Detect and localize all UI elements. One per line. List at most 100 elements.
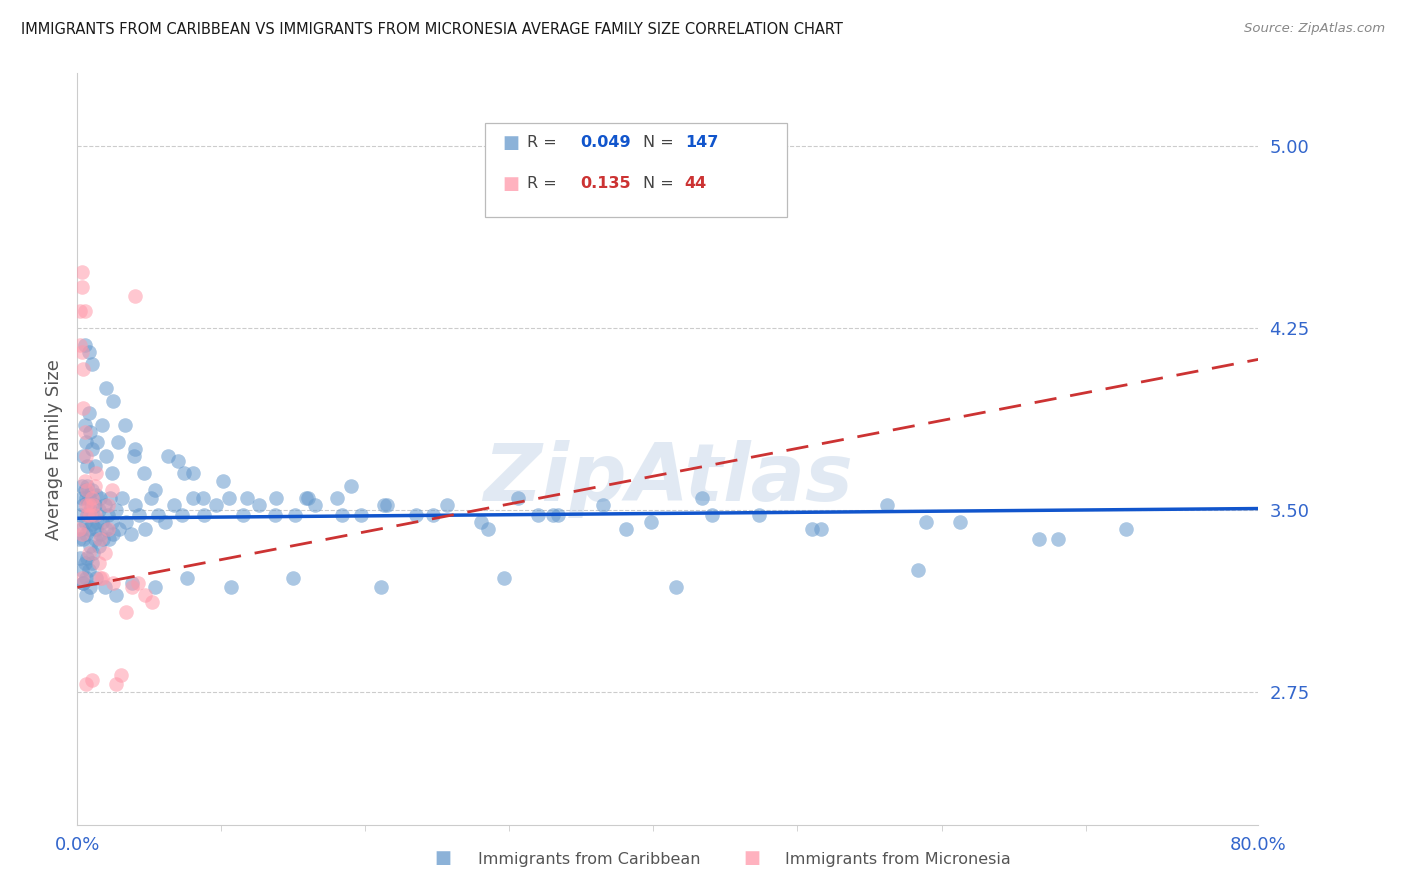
Point	[82, 546, 104, 560]
Point	[103, 393, 125, 408]
Point	[221, 581, 243, 595]
Point	[264, 491, 287, 505]
Point	[83, 459, 105, 474]
Point	[73, 515, 96, 529]
Text: 44: 44	[685, 177, 707, 191]
Point	[181, 491, 204, 505]
Point	[69, 338, 91, 352]
Point	[70, 563, 93, 577]
Point	[107, 434, 129, 449]
Point	[97, 522, 120, 536]
Point	[370, 581, 392, 595]
Point	[76, 508, 98, 522]
Point	[73, 556, 96, 570]
Point	[211, 474, 233, 488]
Point	[72, 450, 94, 464]
Point	[70, 571, 93, 585]
Point	[122, 450, 145, 464]
Point	[101, 483, 124, 498]
Point	[101, 467, 124, 481]
Point	[89, 527, 111, 541]
Point	[75, 498, 97, 512]
Point	[907, 563, 929, 577]
Point	[127, 575, 149, 590]
Point	[94, 450, 117, 464]
Text: ■: ■	[502, 175, 519, 193]
Point	[141, 595, 163, 609]
Point	[77, 491, 100, 505]
Point	[84, 488, 107, 502]
Point	[263, 508, 285, 522]
Point	[93, 546, 115, 560]
Point	[172, 508, 194, 522]
Text: N =: N =	[643, 136, 673, 150]
Point	[128, 508, 150, 522]
Point	[89, 491, 111, 505]
Point	[79, 502, 101, 516]
Point	[87, 502, 110, 516]
Point	[97, 508, 120, 522]
Point	[640, 515, 662, 529]
Point	[143, 581, 166, 595]
Point	[83, 498, 105, 512]
Point	[93, 581, 115, 595]
Point	[77, 498, 100, 512]
Point	[80, 442, 103, 456]
Point	[70, 478, 93, 492]
Point	[73, 483, 96, 498]
Point	[77, 406, 100, 420]
Point	[105, 588, 128, 602]
Text: N =: N =	[643, 177, 673, 191]
Point	[93, 498, 115, 512]
Point	[75, 527, 97, 541]
Point	[76, 508, 98, 522]
Point	[69, 508, 91, 522]
Text: Source: ZipAtlas.com: Source: ZipAtlas.com	[1244, 22, 1385, 36]
Point	[70, 527, 93, 541]
Point	[810, 522, 832, 536]
Text: R =: R =	[527, 136, 557, 150]
Point	[79, 581, 101, 595]
Point	[72, 362, 94, 376]
Point	[76, 551, 98, 566]
Point	[163, 498, 186, 512]
Point	[75, 450, 97, 464]
Point	[506, 491, 529, 505]
Point	[76, 478, 98, 492]
Point	[90, 571, 112, 585]
Point	[143, 483, 166, 498]
Point	[72, 401, 94, 415]
Point	[69, 303, 91, 318]
Point	[84, 571, 107, 585]
Point	[191, 491, 214, 505]
Point	[139, 491, 162, 505]
Point	[70, 279, 93, 293]
Point	[77, 522, 100, 536]
Point	[73, 474, 96, 488]
Point	[373, 498, 395, 512]
Point	[86, 434, 108, 449]
Point	[84, 467, 107, 481]
Point	[297, 491, 319, 505]
Point	[405, 508, 427, 522]
Point	[105, 677, 128, 691]
Text: ■: ■	[502, 134, 519, 152]
Point	[69, 551, 91, 566]
Point	[702, 508, 724, 522]
Point	[614, 522, 637, 536]
Point	[800, 522, 823, 536]
Point	[134, 522, 156, 536]
Point	[592, 498, 614, 512]
Point	[173, 467, 195, 481]
Point	[436, 498, 458, 512]
Text: R =: R =	[527, 177, 557, 191]
Point	[876, 498, 898, 512]
Point	[134, 588, 156, 602]
Point	[79, 425, 101, 439]
Point	[350, 508, 373, 522]
Point	[124, 289, 146, 303]
Point	[73, 303, 96, 318]
Point	[132, 467, 155, 481]
Point	[94, 382, 117, 396]
Text: Immigrants from Caribbean: Immigrants from Caribbean	[478, 852, 700, 867]
